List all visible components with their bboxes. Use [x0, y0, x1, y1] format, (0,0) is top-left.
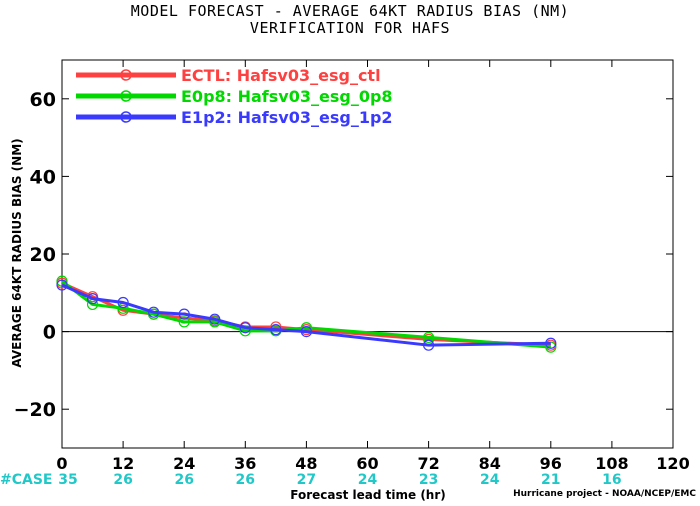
x-tick-label: 12: [112, 454, 134, 473]
y-tick-label: 60: [30, 89, 56, 111]
case-count-value: 26: [236, 472, 255, 488]
x-tick-label: 108: [595, 454, 628, 473]
data-point-marker: [239, 325, 251, 337]
x-tick-label: 36: [234, 454, 256, 473]
data-point-marker: [239, 322, 251, 334]
x-tick-label: 120: [656, 454, 689, 473]
y-tick-label: 0: [43, 322, 56, 344]
series-line: [61, 281, 551, 347]
x-axis-label: Forecast lead time (hr): [290, 488, 446, 502]
case-count-value: 16: [602, 472, 621, 488]
data-point-marker: [56, 279, 68, 291]
case-count-value: 21: [541, 472, 560, 488]
data-point-marker: [209, 313, 221, 325]
data-point-marker: [270, 324, 282, 336]
x-tick-label: 0: [56, 454, 67, 473]
legend-marker: [120, 69, 132, 81]
case-count-value: 24: [358, 472, 378, 488]
data-point-marker: [423, 339, 435, 351]
case-count-value: 27: [297, 472, 316, 488]
data-point-marker: [117, 296, 129, 309]
legend-marker: [120, 90, 132, 102]
case-count-value: 35: [58, 472, 77, 488]
case-count-value: 26: [174, 472, 193, 488]
legend-label: E0p8: Hafsv03_esg_0p8: [181, 87, 393, 106]
data-point-marker: [86, 293, 99, 305]
series-line: [61, 283, 551, 347]
x-tick-label: 72: [417, 454, 439, 473]
chart-title-line2: VERIFICATION FOR HAFS: [249, 19, 451, 37]
series-line: [61, 279, 551, 349]
case-count-value: 26: [113, 472, 132, 488]
legend-label: E1p2: Hafsv03_esg_1p2: [181, 108, 393, 127]
x-tick-label: 24: [173, 454, 195, 473]
data-point-marker: [178, 316, 190, 328]
x-tick-label: 96: [540, 454, 562, 473]
legend-label: ECTL: Hafsv03_esg_ctl: [181, 66, 381, 85]
x-tick-label: 84: [479, 454, 501, 473]
data-point-marker: [178, 308, 190, 320]
case-count-value: 23: [419, 472, 438, 488]
x-tick-label: 60: [356, 454, 378, 473]
data-point-marker: [545, 337, 557, 349]
legend-marker: [120, 111, 132, 123]
case-count-label: #CASE: [0, 472, 53, 488]
x-tick-label: 48: [295, 454, 317, 473]
chart-title-line1: MODEL FORECAST - AVERAGE 64KT RADIUS BIA…: [130, 2, 570, 20]
data-point-marker: [300, 326, 312, 338]
y-tick-label: 20: [30, 244, 56, 266]
data-point-marker: [148, 306, 160, 318]
y-tick-label: 40: [30, 166, 56, 188]
y-tick-label: −20: [14, 399, 56, 421]
case-count-value: 24: [480, 472, 500, 488]
footer-credit: Hurricane project - NOAA/NCEP/EMC: [513, 489, 696, 499]
data-point-marker: [545, 341, 557, 353]
data-point-marker: [423, 331, 435, 344]
y-axis-label: AVERAGE 64KT RADIUS BIAS (NM): [10, 138, 24, 367]
